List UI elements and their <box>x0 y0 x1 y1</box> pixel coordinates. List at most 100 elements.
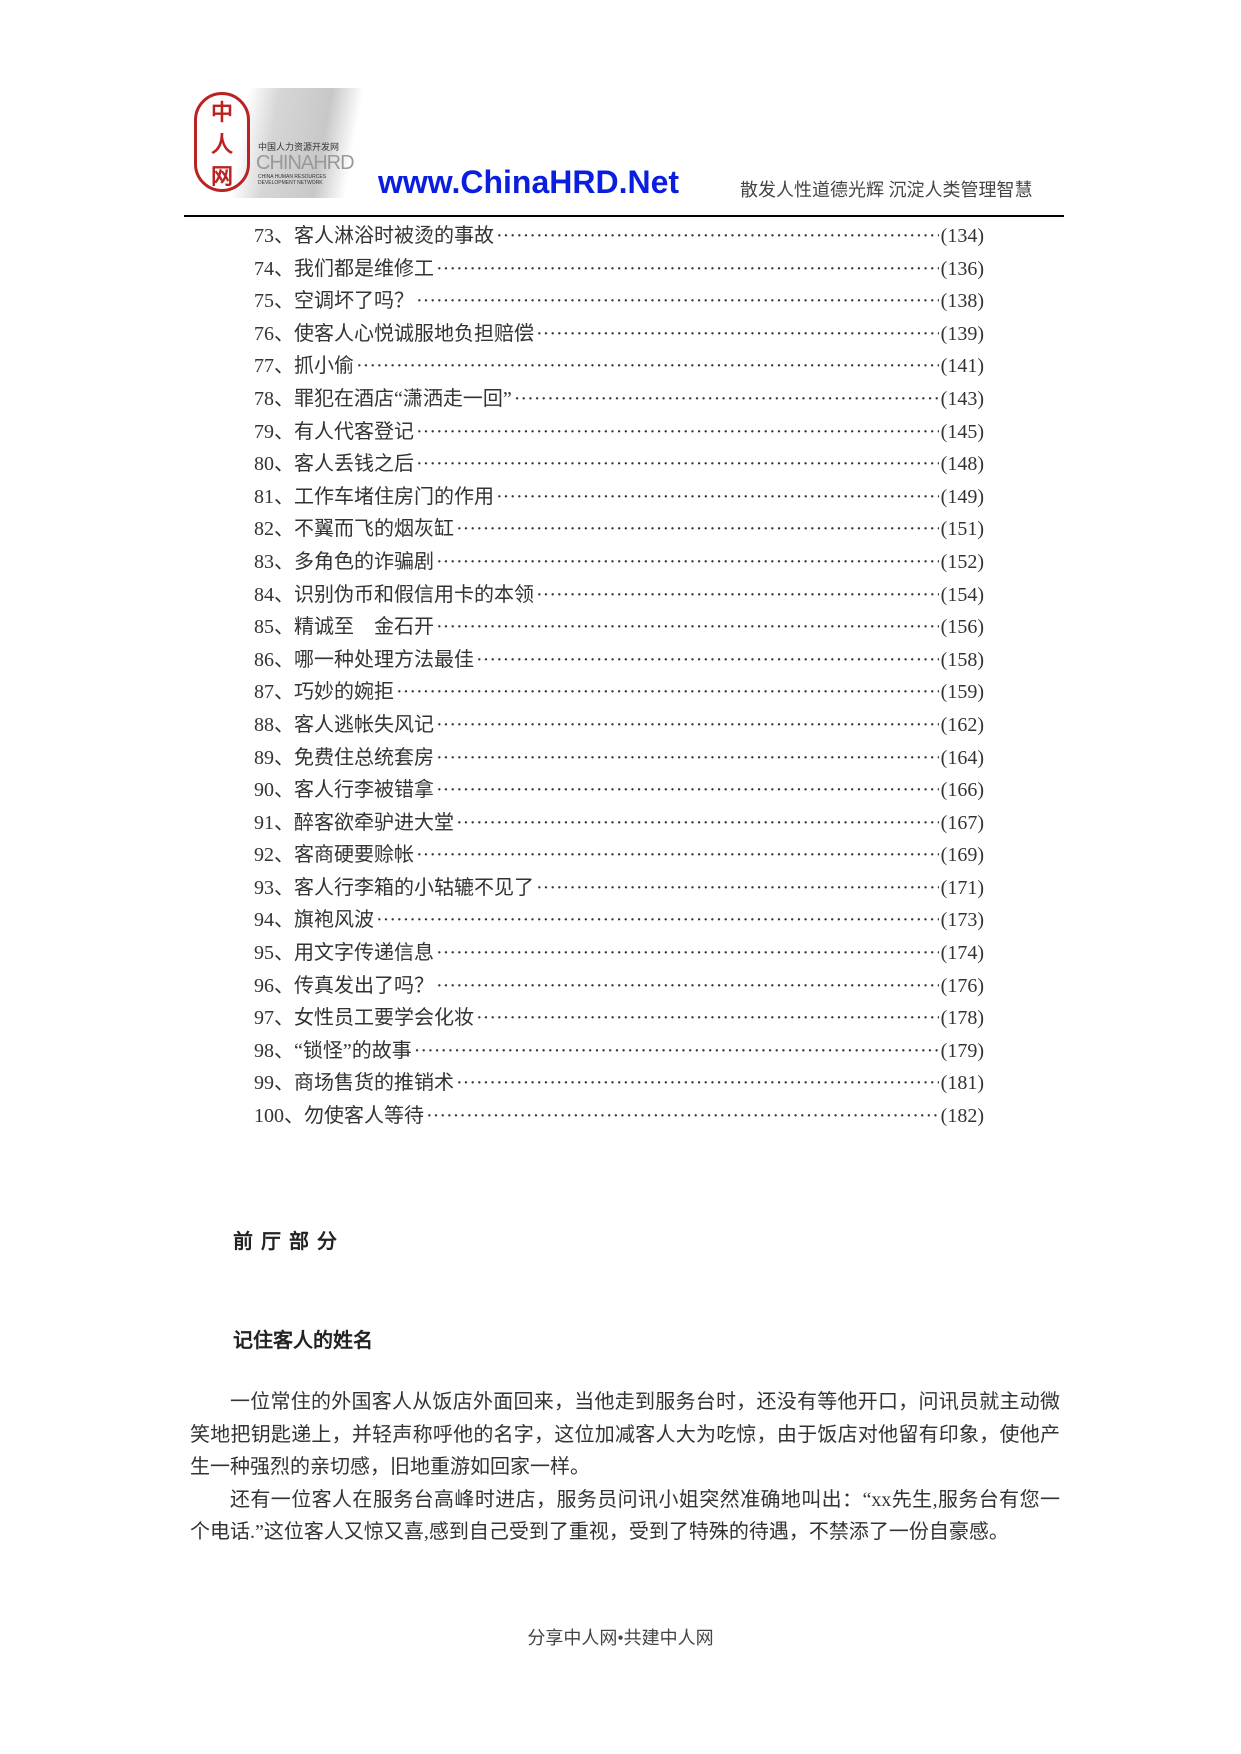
toc-page-number: (156) <box>940 616 984 639</box>
toc-entry[interactable]: 95、用文字传递信息 (174) <box>254 937 984 970</box>
dot-leader <box>436 611 939 644</box>
toc-entry[interactable]: 86、哪一种处理方法最佳 (158) <box>254 644 984 677</box>
dot-leader <box>416 285 939 318</box>
toc-title: 84、识别伪币和假信用卡的本领 <box>254 583 534 606</box>
dot-leader <box>416 839 939 872</box>
toc-entry[interactable]: 83、多角色的诈骗剧 (152) <box>254 546 984 579</box>
toc-page-number: (152) <box>940 550 984 573</box>
dot-leader <box>436 774 939 807</box>
dot-leader <box>356 350 939 383</box>
slogan: 散发人性道德光辉 沉淀人类管理智慧 <box>740 180 1033 200</box>
toc-title: 98、“锁怪”的故事 <box>254 1039 412 1062</box>
toc-entry[interactable]: 75、空调坏了吗？ (138) <box>254 285 984 318</box>
toc-title: 88、客人逃帐失风记 <box>254 713 434 736</box>
toc-entry[interactable]: 80、客人丢钱之后 (148) <box>254 448 984 481</box>
toc-entry[interactable]: 92、客商硬要赊帐 (169) <box>254 839 984 872</box>
toc-entry[interactable]: 91、醉客欲牵驴进大堂 (167) <box>254 807 984 840</box>
logo-sub-text: CHINA HUMAN RESOURCES DEVELOPMENT NETWOR… <box>258 174 327 186</box>
table-of-contents: 73、客人淋浴时被烫的事故 (134) 74、我们都是维修工 (136) 75、空调坏了… <box>254 220 984 1133</box>
toc-page-number: (166) <box>940 779 984 802</box>
toc-entry[interactable]: 81、工作车堵住房门的作用 (149) <box>254 481 984 514</box>
dot-leader <box>536 872 939 905</box>
toc-page-number: (159) <box>940 681 984 704</box>
paragraph: 还有一位客人在服务台高峰时进店，服务员问讯小姐突然准确地叫出：“xx先生,服务台… <box>190 1488 1060 1544</box>
toc-page-number: (158) <box>940 648 984 671</box>
dot-leader <box>396 676 939 709</box>
toc-entry[interactable]: 78、罪犯在酒店“潇洒走一回” (143) <box>254 383 984 416</box>
toc-title: 82、不翼而飞的烟灰缸 <box>254 518 454 541</box>
toc-title: 85、精诚至 金石开 <box>254 616 434 639</box>
toc-title: 90、客人行李被错拿 <box>254 779 434 802</box>
toc-page-number: (178) <box>940 1007 984 1030</box>
toc-entry[interactable]: 82、不翼而飞的烟灰缸 (151) <box>254 513 984 546</box>
toc-page-number: (149) <box>940 485 984 508</box>
toc-title: 73、客人淋浴时被烫的事故 <box>254 225 494 247</box>
dot-leader <box>436 742 939 775</box>
toc-title: 94、旗袍风波 <box>254 909 374 932</box>
logo-cn-text: 中国人力资源开发网 <box>258 142 340 152</box>
toc-title: 80、客人丢钱之后 <box>254 453 414 476</box>
toc-entry[interactable]: 85、精诚至 金石开 (156) <box>254 611 984 644</box>
section-heading: 前厅部分 <box>233 1229 345 1253</box>
toc-entry[interactable]: 73、客人淋浴时被烫的事故 (134) <box>254 220 984 253</box>
toc-title: 86、哪一种处理方法最佳 <box>254 648 474 671</box>
toc-title: 83、多角色的诈骗剧 <box>254 550 434 573</box>
toc-page-number: (145) <box>940 420 984 443</box>
toc-page-number: (136) <box>940 257 984 280</box>
toc-entry[interactable]: 76、使客人心悦诚服地负担赔偿 (139) <box>254 318 984 351</box>
toc-page-number: (141) <box>940 355 984 378</box>
toc-title: 92、客商硬要赊帐 <box>254 844 414 867</box>
site-url[interactable]: www.ChinaHRD.Net <box>378 164 680 200</box>
toc-page-number: (138) <box>940 290 984 313</box>
dot-leader <box>436 970 939 1003</box>
toc-entry[interactable]: 77、抓小偷 (141) <box>254 350 984 383</box>
dot-leader <box>416 416 939 449</box>
dot-leader <box>414 1035 939 1068</box>
toc-page-number: (171) <box>940 876 984 899</box>
dot-leader <box>536 318 939 351</box>
article-title: 记住客人的姓名 <box>233 1328 373 1352</box>
dot-leader <box>476 1002 939 1035</box>
toc-entry[interactable]: 94、旗袍风波 (173) <box>254 904 984 937</box>
paragraph: 一位常住的外国客人从饭店外面回来，当他走到服务台时，还没有等他开口，问讯员就主动… <box>190 1391 1060 1479</box>
toc-entry[interactable]: 89、免费住总统套房 (164) <box>254 742 984 775</box>
toc-entry[interactable]: 90、客人行李被错拿 (166) <box>254 774 984 807</box>
page-footer: 分享中人网•共建中人网 <box>527 1628 714 1648</box>
seal-logo-icon: 中人网 <box>194 92 250 192</box>
toc-entry[interactable]: 84、识别伪币和假信用卡的本领 (154) <box>254 579 984 612</box>
toc-entry[interactable]: 87、巧妙的婉拒 (159) <box>254 676 984 709</box>
dot-leader <box>436 937 939 970</box>
toc-entry[interactable]: 93、客人行李箱的小轱辘不见了 (171) <box>254 872 984 905</box>
dot-leader <box>436 253 939 286</box>
chinahrd-logo: 中人网 中国人力资源开发网 CHINAHRD CHINA HUMAN RESOU… <box>186 88 376 198</box>
dot-leader <box>456 513 939 546</box>
toc-entry[interactable]: 97、女性员工要学会化妆 (178) <box>254 1002 984 1035</box>
toc-title: 76、使客人心悦诚服地负担赔偿 <box>254 322 534 345</box>
toc-entry[interactable]: 99、商场售货的推销术 (181) <box>254 1067 984 1100</box>
toc-entry[interactable]: 74、我们都是维修工 (136) <box>254 253 984 286</box>
toc-title: 81、工作车堵住房门的作用 <box>254 485 494 508</box>
dot-leader <box>476 644 939 677</box>
toc-title: 89、免费住总统套房 <box>254 746 434 769</box>
dot-leader <box>514 383 939 416</box>
dot-leader <box>436 546 939 579</box>
toc-entry[interactable]: 79、有人代客登记 (145) <box>254 416 984 449</box>
toc-page-number: (182) <box>940 1105 984 1128</box>
toc-page-number: (162) <box>940 713 984 736</box>
toc-entry[interactable]: 98、“锁怪”的故事 (179) <box>254 1035 984 1068</box>
toc-title: 78、罪犯在酒店“潇洒走一回” <box>254 387 512 410</box>
toc-title: 96、传真发出了吗？ <box>254 974 434 997</box>
toc-title: 79、有人代客登记 <box>254 420 414 443</box>
toc-entry[interactable]: 88、客人逃帐失风记 (162) <box>254 709 984 742</box>
toc-entry[interactable]: 100、勿使客人等待 (182) <box>254 1100 984 1133</box>
toc-page-number: (167) <box>940 811 984 834</box>
toc-page-number: (181) <box>940 1072 984 1095</box>
dot-leader <box>416 448 939 481</box>
toc-title: 87、巧妙的婉拒 <box>254 681 394 704</box>
toc-entry[interactable]: 96、传真发出了吗？ (176) <box>254 970 984 1003</box>
toc-page-number: (134) <box>940 225 984 247</box>
dot-leader <box>496 220 939 253</box>
article-body: 一位常住的外国客人从饭店外面回来，当他走到服务台时，还没有等他开口，问讯员就主动… <box>190 1386 1060 1549</box>
dot-leader <box>456 807 939 840</box>
toc-title: 100、勿使客人等待 <box>254 1105 424 1128</box>
